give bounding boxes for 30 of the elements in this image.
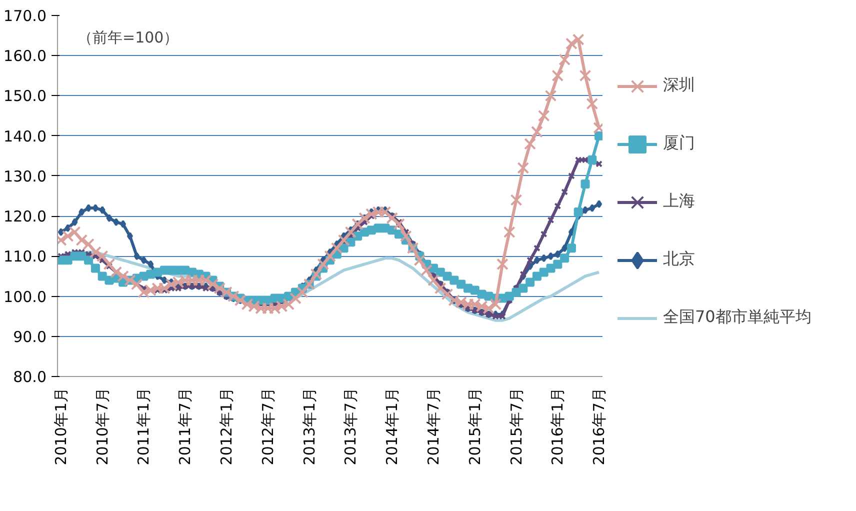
x-tick-label: 2016年7月 <box>590 388 608 466</box>
legend-label: 厦门 <box>663 132 695 154</box>
y-tick-label: 120.0 <box>4 208 47 226</box>
x-tick-label: 2011年1月 <box>134 388 153 466</box>
x-tick-label: 2010年1月 <box>52 388 70 466</box>
x-tick-label: 2010年7月 <box>93 388 112 466</box>
x-tick-label: 2016年1月 <box>548 388 567 466</box>
x-tick-label: 2012年1月 <box>218 388 236 466</box>
x-tick-label: 2011年7月 <box>176 388 194 466</box>
y-tick-label: 130.0 <box>4 167 47 186</box>
x-tick-label: 2012年7月 <box>258 388 277 466</box>
x-tick-label: 2013年7月 <box>342 388 360 466</box>
x-tick-label: 2015年1月 <box>466 388 484 466</box>
x-tick-label: 2014年1月 <box>383 388 402 466</box>
y-tick-label: 140.0 <box>4 127 47 146</box>
y-tick-label: 110.0 <box>4 248 47 266</box>
legend-label: 全国70都市単純平均 <box>663 306 812 328</box>
legend-label: 深圳 <box>663 74 695 96</box>
x-tick-label: 2015年7月 <box>507 388 526 466</box>
legend-label: 北京 <box>663 248 695 270</box>
y-tick-label: 150.0 <box>4 87 47 106</box>
y-tick-label: 170.0 <box>4 7 47 25</box>
y-tick-label: 160.0 <box>4 47 47 66</box>
legend-label: 上海 <box>663 190 695 212</box>
x-tick-label: 2014年7月 <box>424 388 442 466</box>
y-tick-label: 100.0 <box>4 288 47 306</box>
x-tick-label: 2013年1月 <box>300 388 318 466</box>
y-tick-label: 90.0 <box>13 328 47 346</box>
y-tick-label: 80.0 <box>13 368 47 386</box>
annotation: （前年=100） <box>78 28 179 46</box>
